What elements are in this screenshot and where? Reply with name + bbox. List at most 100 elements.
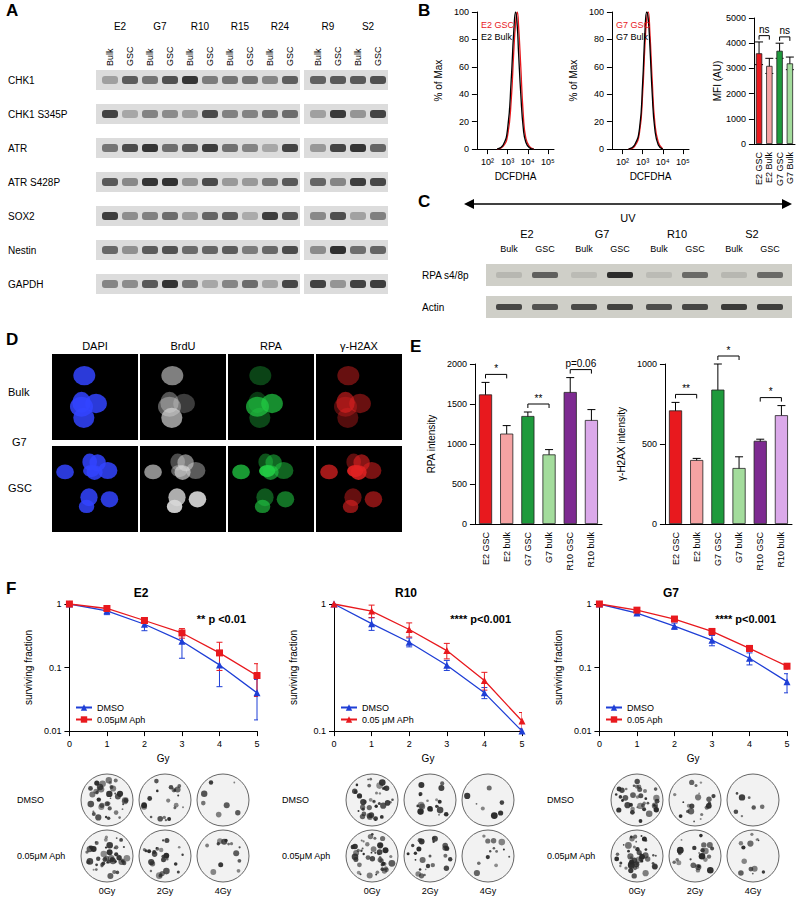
svg-text:0Gy: 0Gy — [99, 886, 116, 896]
svg-text:E2: E2 — [134, 586, 149, 600]
svg-text:γ-H2AX intensity: γ-H2AX intensity — [616, 407, 627, 481]
svg-text:500: 500 — [642, 439, 657, 449]
svg-text:0: 0 — [67, 739, 72, 749]
svg-text:2: 2 — [142, 739, 147, 749]
svg-text:G7 bulk: G7 bulk — [734, 532, 744, 564]
svg-text:G7: G7 — [663, 586, 679, 600]
svg-text:D: D — [6, 330, 18, 349]
svg-text:500: 500 — [452, 479, 467, 489]
svg-text:Nestin: Nestin — [8, 245, 36, 256]
svg-text:Bulk: Bulk — [500, 244, 518, 254]
svg-text:DMSO: DMSO — [17, 795, 44, 805]
svg-text:0: 0 — [462, 519, 467, 529]
svg-text:S2: S2 — [745, 228, 758, 240]
svg-text:CHK1: CHK1 — [8, 75, 35, 86]
svg-text:UV: UV — [620, 212, 636, 224]
svg-text:Actin: Actin — [422, 302, 444, 313]
svg-text:0: 0 — [331, 739, 336, 749]
svg-text:2Gy: 2Gy — [422, 886, 439, 896]
svg-text:G7 GSC: G7 GSC — [523, 532, 533, 567]
svg-text:MFI (AU): MFI (AU) — [712, 61, 723, 102]
svg-text:*: * — [727, 345, 731, 356]
svg-text:0.05 Aph: 0.05 Aph — [627, 715, 663, 725]
svg-text:Bulk: Bulk — [185, 48, 195, 66]
svg-text:surviving fraction: surviving fraction — [553, 630, 564, 705]
svg-text:ns: ns — [779, 25, 790, 36]
svg-text:4: 4 — [747, 739, 752, 749]
svg-text:80: 80 — [594, 34, 604, 44]
svg-text:0.1: 0.1 — [49, 663, 62, 673]
svg-text:B: B — [418, 1, 430, 20]
svg-text:1: 1 — [586, 599, 591, 609]
svg-text:R10: R10 — [667, 228, 687, 240]
svg-text:G7 Bulk: G7 Bulk — [616, 32, 649, 42]
svg-text:GSC: GSC — [285, 46, 295, 66]
svg-text:1: 1 — [104, 739, 109, 749]
svg-text:20: 20 — [594, 117, 604, 127]
svg-text:3: 3 — [444, 739, 449, 749]
svg-text:0: 0 — [597, 739, 602, 749]
svg-text:GSC: GSC — [8, 482, 32, 494]
svg-text:GSC: GSC — [245, 46, 255, 66]
svg-text:**** p<0.001: **** p<0.001 — [715, 613, 776, 625]
svg-text:Bulk: Bulk — [8, 386, 30, 398]
svg-text:G7: G7 — [12, 436, 27, 448]
svg-text:5: 5 — [254, 739, 259, 749]
svg-text:E2 GSC: E2 GSC — [754, 152, 764, 186]
svg-text:4Gy: 4Gy — [480, 886, 497, 896]
svg-text:2Gy: 2Gy — [157, 886, 174, 896]
svg-text:GSC: GSC — [165, 46, 175, 66]
svg-text:% of Max: % of Max — [568, 60, 579, 102]
svg-text:0: 0 — [599, 144, 604, 154]
svg-text:10³: 10³ — [501, 157, 514, 167]
svg-text:ATR: ATR — [8, 143, 27, 154]
svg-text:100: 100 — [589, 7, 604, 17]
svg-text:0.05μM Aph: 0.05μM Aph — [17, 851, 65, 861]
svg-text:CHK1 S345P: CHK1 S345P — [8, 109, 68, 120]
svg-text:Gy: Gy — [687, 753, 700, 764]
svg-text:** p <0.01: ** p <0.01 — [197, 613, 246, 625]
svg-text:E2 bulk: E2 bulk — [692, 532, 702, 563]
svg-text:0: 0 — [741, 139, 746, 149]
svg-text:5000: 5000 — [726, 13, 746, 23]
svg-text:1: 1 — [634, 739, 639, 749]
svg-text:E2: E2 — [520, 228, 533, 240]
svg-text:Bulk: Bulk — [575, 244, 593, 254]
svg-text:1000: 1000 — [637, 359, 657, 369]
svg-text:GSC: GSC — [535, 244, 555, 254]
svg-text:DCFDHA: DCFDHA — [630, 171, 672, 182]
svg-text:2000: 2000 — [447, 359, 467, 369]
svg-text:40: 40 — [459, 89, 469, 99]
svg-text:Bulk: Bulk — [313, 48, 323, 66]
svg-text:10⁵: 10⁵ — [676, 157, 690, 167]
svg-text:G7 GSC: G7 GSC — [713, 532, 723, 567]
svg-text:**: ** — [682, 383, 690, 394]
svg-text:0.1: 0.1 — [579, 663, 592, 673]
svg-text:ns: ns — [759, 24, 770, 35]
svg-text:1: 1 — [369, 739, 374, 749]
svg-text:GSC: GSC — [685, 244, 705, 254]
svg-text:A: A — [6, 1, 18, 20]
svg-text:Bulk: Bulk — [225, 48, 235, 66]
svg-text:10⁴: 10⁴ — [656, 157, 670, 167]
svg-text:0.05μM Aph: 0.05μM Aph — [97, 715, 145, 725]
svg-text:4Gy: 4Gy — [215, 886, 232, 896]
svg-text:Gy: Gy — [422, 753, 435, 764]
svg-text:10²: 10² — [481, 157, 494, 167]
svg-text:p=0.06: p=0.06 — [565, 358, 596, 369]
svg-text:DMSO: DMSO — [627, 703, 654, 713]
svg-text:γ-H2AX: γ-H2AX — [340, 340, 379, 352]
svg-text:*: * — [494, 363, 498, 374]
svg-text:DMSO: DMSO — [362, 703, 389, 713]
svg-text:GSC: GSC — [610, 244, 630, 254]
svg-text:GAPDH: GAPDH — [8, 279, 44, 290]
svg-text:surviving fraction: surviving fraction — [288, 630, 299, 705]
svg-text:RPA: RPA — [260, 340, 282, 352]
svg-text:40: 40 — [594, 89, 604, 99]
svg-text:DMSO: DMSO — [282, 795, 309, 805]
svg-text:E2 GSC: E2 GSC — [481, 20, 515, 30]
svg-text:0.01: 0.01 — [574, 726, 592, 736]
svg-text:2: 2 — [672, 739, 677, 749]
svg-text:F: F — [6, 579, 16, 598]
svg-text:GSC: GSC — [333, 46, 343, 66]
